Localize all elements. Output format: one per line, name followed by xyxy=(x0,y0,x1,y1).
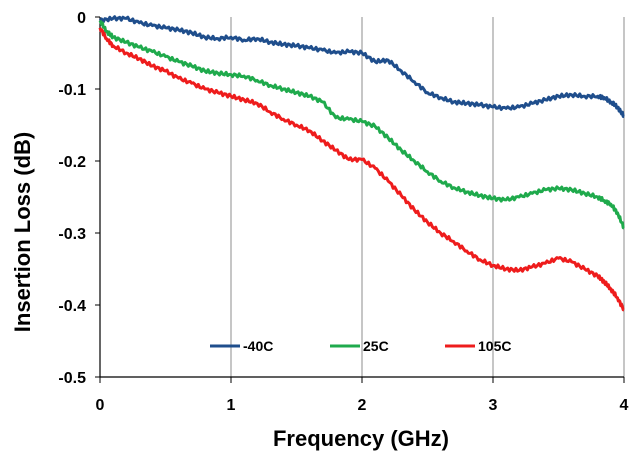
legend-label-105C: 105C xyxy=(478,338,511,354)
y-tick-label: -0.2 xyxy=(58,154,86,171)
x-tick-label: 0 xyxy=(96,397,105,414)
x-tick-label: 1 xyxy=(227,397,236,414)
series-line-105C xyxy=(98,27,625,312)
y-tick-label: -0.5 xyxy=(58,370,86,387)
x-axis-title: Frequency (GHz) xyxy=(273,426,449,451)
series-line--40C xyxy=(98,15,625,118)
series-line-25C xyxy=(98,19,625,230)
x-tick-label: 2 xyxy=(358,397,367,414)
y-tick-label: -0.4 xyxy=(58,298,86,315)
axes xyxy=(95,16,625,383)
legend-label-25C: 25C xyxy=(363,338,389,354)
legend: -40C 25C 105C xyxy=(210,338,511,354)
series-group xyxy=(98,15,625,312)
y-tick-label: -0.3 xyxy=(58,226,86,243)
tick-labels: 0 1 2 3 4 0 -0.1 -0.2 -0.3 -0.4 -0.5 xyxy=(58,10,628,414)
x-tick-label: 4 xyxy=(620,397,629,414)
legend-label--40C: -40C xyxy=(243,338,273,354)
y-tick-label: -0.1 xyxy=(58,82,86,99)
y-tick-label: 0 xyxy=(77,10,86,27)
y-axis-title: Insertion Loss (dB) xyxy=(10,132,35,332)
x-tick-label: 3 xyxy=(489,397,498,414)
